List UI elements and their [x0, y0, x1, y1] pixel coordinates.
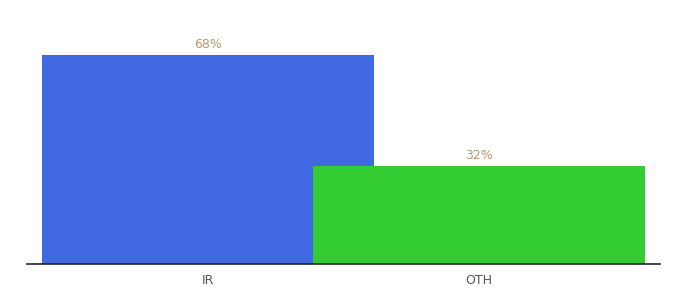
- Bar: [313, 166, 645, 264]
- Text: 68%: 68%: [194, 38, 222, 51]
- Bar: [42, 55, 373, 264]
- Text: 32%: 32%: [465, 149, 493, 162]
